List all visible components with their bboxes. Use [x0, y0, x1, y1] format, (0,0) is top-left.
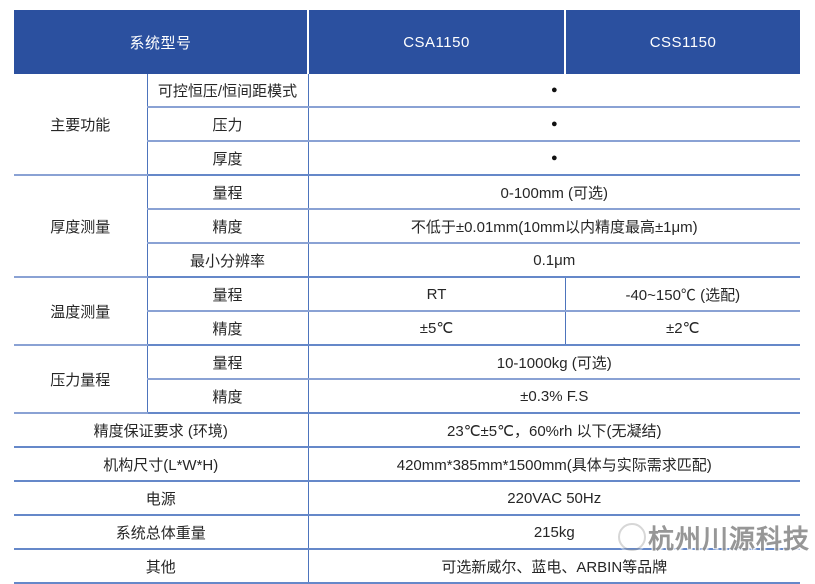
spec-label-cell: 量程 — [147, 345, 309, 380]
spec-value-cell: 220VAC 50Hz — [308, 481, 801, 516]
group-cell-temperature: 温度测量 — [14, 277, 148, 346]
table-row: 温度测量 量程 RT -40~150℃ (选配) — [14, 277, 801, 346]
table-row: 电源 220VAC 50Hz — [14, 481, 801, 516]
spec-sheet-page: 系统型号 CSA1150 CSS1150 主要功能 可控恒压/恒间距模式 ● 压… — [14, 10, 810, 584]
group-cell-thickness: 厚度测量 — [14, 175, 148, 278]
spec-value-cell-csa: ±5℃ — [308, 311, 566, 346]
header-row: 系统型号 CSA1150 CSS1150 — [14, 10, 801, 74]
table-row: 厚度测量 量程 0-100mm (可选) — [14, 175, 801, 278]
group-cell-main-functions: 主要功能 — [14, 74, 148, 176]
table-row: 精度 不低于±0.01mm(10mm以内精度最高±1μm) — [14, 209, 801, 244]
bullet-cell: ● — [308, 107, 801, 142]
table-row: 系统总体重量 215kg — [14, 515, 801, 550]
spec-value-cell: 不低于±0.01mm(10mm以内精度最高±1μm) — [308, 209, 801, 244]
spec-label-cell-accuracy-env: 精度保证要求 (环境) — [14, 413, 309, 448]
spec-label-cell: 量程 — [147, 175, 309, 210]
spec-label-cell-power: 电源 — [14, 481, 309, 516]
spec-label-cell-other: 其他 — [14, 549, 309, 584]
table-row: 精度 ±0.3% F.S — [14, 379, 801, 414]
header-model-csa1150: CSA1150 — [307, 10, 566, 74]
spec-value-cell: 420mm*385mm*1500mm(具体与实际需求匹配) — [308, 447, 801, 482]
spec-label-cell: 最小分辨率 — [147, 243, 309, 278]
group-cell-pressure: 压力量程 — [14, 345, 148, 414]
spec-value-cell: 23℃±5℃，60%rh 以下(无凝结) — [308, 413, 801, 448]
spec-label-cell: 量程 — [147, 277, 309, 312]
spec-value-cell: ±0.3% F.S — [308, 379, 801, 414]
table-row: 最小分辨率 0.1μm — [14, 243, 801, 278]
table-row: 主要功能 可控恒压/恒间距模式 ● — [14, 74, 801, 176]
spec-label-cell: 精度 — [147, 311, 309, 346]
spec-value-cell: 10-1000kg (可选) — [308, 345, 801, 380]
spec-value-cell-css: ±2℃ — [564, 311, 801, 346]
spec-label-cell: 压力 — [147, 107, 309, 142]
header-model-label: 系统型号 — [14, 10, 309, 74]
spec-label-cell-weight: 系统总体重量 — [14, 515, 309, 550]
table-row: 其他 可选新威尔、蓝电、ARBIN等品牌 — [14, 549, 801, 584]
table-row: 压力量程 量程 10-1000kg (可选) — [14, 345, 801, 414]
spec-value-cell-csa: RT — [308, 277, 566, 312]
bullet-cell: ● — [308, 141, 801, 176]
table-row: 压力 ● — [14, 107, 801, 142]
table-row: 精度保证要求 (环境) 23℃±5℃，60%rh 以下(无凝结) — [14, 413, 801, 448]
spec-value-cell-css: -40~150℃ (选配) — [564, 277, 801, 312]
spec-label-cell: 可控恒压/恒间距模式 — [147, 74, 309, 108]
spec-value-cell: 0.1μm — [308, 243, 801, 278]
spec-value-cell: 215kg — [308, 515, 801, 550]
spec-label-cell: 精度 — [147, 209, 309, 244]
spec-label-cell-dimensions: 机构尺寸(L*W*H) — [14, 447, 309, 482]
table-row: 机构尺寸(L*W*H) 420mm*385mm*1500mm(具体与实际需求匹配… — [14, 447, 801, 482]
table-row: 厚度 ● — [14, 141, 801, 176]
spec-table: 系统型号 CSA1150 CSS1150 主要功能 可控恒压/恒间距模式 ● 压… — [14, 10, 801, 584]
bullet-cell: ● — [308, 74, 801, 108]
spec-value-cell: 0-100mm (可选) — [308, 175, 801, 210]
spec-label-cell: 精度 — [147, 379, 309, 414]
spec-label-cell: 厚度 — [147, 141, 309, 176]
header-model-css1150: CSS1150 — [564, 10, 801, 74]
spec-value-cell: 可选新威尔、蓝电、ARBIN等品牌 — [308, 549, 801, 584]
table-row: 精度 ±5℃ ±2℃ — [14, 311, 801, 346]
